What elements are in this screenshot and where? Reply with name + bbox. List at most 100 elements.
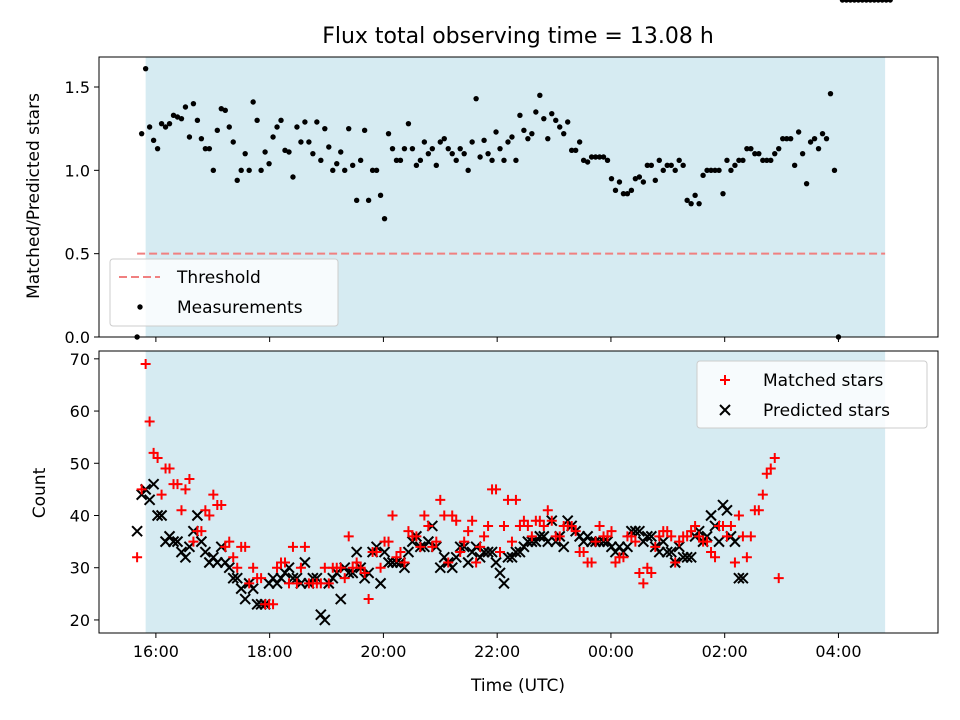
predicted-star-marker [681, 551, 693, 563]
predicted-star-marker [335, 593, 347, 605]
predicted-star-marker [143, 494, 156, 506]
matched-star-marker [359, 567, 370, 578]
figure-title: Flux total observing time = 13.08 h [322, 24, 714, 49]
matched-star-marker [443, 557, 454, 568]
measurement-point [405, 120, 412, 127]
measurement-point [381, 215, 388, 222]
matched-star-marker [475, 541, 486, 552]
matched-star-marker [690, 520, 701, 531]
measurement-point [831, 167, 838, 174]
measurement-point [827, 90, 834, 97]
measurement-point [760, 157, 766, 164]
y-tick-label: 40 [70, 507, 90, 526]
matched-star-marker [299, 541, 310, 552]
matched-star-marker [164, 463, 175, 474]
matched-star-marker [224, 536, 235, 547]
matched-star-marker [471, 557, 482, 568]
measurement-point [660, 167, 666, 174]
matched-star-marker [172, 479, 183, 490]
measurement-point [449, 150, 455, 157]
matched-star-marker [646, 567, 657, 578]
measurement-point [780, 135, 786, 142]
matched-star-marker [451, 515, 462, 526]
matched-star-marker [403, 526, 414, 537]
measurement-point [859, 0, 866, 3]
legend-predicted-label: Predicted stars [763, 401, 890, 421]
measurement-point [349, 162, 356, 169]
measurement-point [803, 180, 810, 187]
matched-star-marker [610, 557, 621, 568]
measurement-point [521, 127, 527, 134]
measurement-point [863, 0, 870, 3]
predicted-star-marker [319, 614, 331, 626]
measurement-point [290, 174, 296, 180]
measurement-point [222, 107, 228, 114]
measurement-point [596, 154, 603, 160]
matched-star-marker [694, 531, 705, 542]
measurement-point [457, 145, 463, 152]
predicted-star-marker [526, 535, 538, 548]
predicted-star-marker [621, 541, 634, 553]
legend-box [109, 258, 339, 327]
measurement-point [744, 145, 750, 152]
matched-star-marker [339, 573, 350, 584]
legend-predicted-swatch [719, 404, 731, 416]
matched-star-marker [395, 547, 406, 558]
measurement-point [190, 100, 197, 107]
matched-star-marker [674, 536, 685, 547]
matched-star-marker [518, 515, 529, 526]
measurement-point [294, 124, 300, 130]
matched-star-marker [248, 562, 259, 573]
matched-star-marker [323, 578, 334, 589]
measurement-point [142, 65, 149, 72]
measurement-point [652, 177, 658, 184]
measurement-point [318, 157, 324, 164]
matched-star-marker [355, 562, 366, 573]
predicted-star-marker [191, 509, 204, 522]
measurement-point [178, 115, 185, 122]
measurement-point [421, 139, 428, 145]
legend-measurements-swatch [137, 304, 143, 310]
measurement-point [537, 92, 543, 99]
measurement-point [700, 172, 706, 179]
matched-star-marker [188, 536, 199, 547]
measurement-point [592, 154, 599, 160]
measurement-point [541, 115, 547, 122]
measurement-point [684, 197, 690, 204]
matched-star-marker [479, 531, 490, 542]
measurement-point [529, 130, 535, 137]
measurement-point [453, 157, 459, 164]
measurement-point [736, 157, 742, 164]
measurement-point [624, 190, 631, 197]
measurement-point [740, 157, 746, 164]
measurement-point [413, 162, 420, 169]
measurement-point [465, 167, 471, 174]
x-tick-label: 22:00 [474, 642, 520, 661]
measurement-point [549, 110, 555, 117]
measurement-point [819, 130, 826, 137]
measurement-point [887, 0, 893, 3]
measurement-point [397, 157, 404, 164]
matched-star-marker [371, 547, 382, 558]
matched-star-marker [745, 531, 756, 542]
measurement-point [628, 187, 635, 194]
measurement-point [811, 135, 818, 142]
y-tick-label: 20 [70, 611, 90, 630]
measurement-point [799, 150, 806, 157]
matched-star-marker [132, 552, 143, 563]
measurement-point [238, 167, 244, 174]
x-tick-label: 20:00 [360, 642, 406, 661]
matched-star-marker [741, 552, 752, 563]
measurement-point [194, 117, 201, 124]
measurement-point [437, 139, 443, 145]
matched-star-marker [363, 594, 374, 605]
measurement-point [688, 200, 694, 207]
predicted-star-marker [705, 509, 717, 522]
matched-star-marker [526, 531, 537, 542]
measurement-point [572, 147, 579, 154]
predicted-star-marker [350, 546, 363, 558]
matched-star-marker [769, 453, 780, 464]
measurement-point [867, 0, 874, 3]
predicted-star-marker [167, 535, 180, 548]
matched-star-marker [387, 510, 398, 521]
